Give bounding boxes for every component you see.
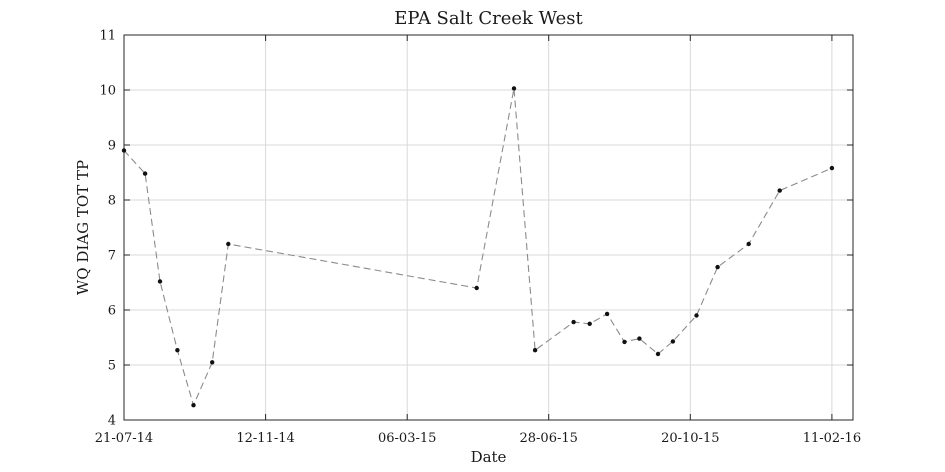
data-point <box>829 165 835 171</box>
plot-frame <box>123 34 854 421</box>
y-tick-label: 10 <box>99 84 116 99</box>
x-tick-label: 06-03-15 <box>378 431 436 446</box>
data-point <box>694 313 699 318</box>
data-point <box>121 148 127 153</box>
y-tick-label: 6 <box>108 304 116 319</box>
y-tick-label: 8 <box>108 194 116 209</box>
x-tick-label: 12-11-14 <box>236 431 294 446</box>
x-tick-label: 20-10-15 <box>661 431 719 446</box>
x-axis-label: Date <box>471 448 507 466</box>
y-tick-label: 4 <box>108 414 116 429</box>
series-points <box>121 86 835 408</box>
series-line <box>123 88 833 407</box>
y-tick-labels: 4 5 6 7 8 9 10 11 <box>99 29 116 429</box>
data-point <box>587 321 592 326</box>
chart-title: EPA Salt Creek West <box>394 8 583 29</box>
data-point <box>777 188 782 193</box>
data-point <box>604 311 610 317</box>
data-point <box>670 339 676 344</box>
data-point <box>157 279 163 284</box>
y-tick-label: 9 <box>108 139 116 154</box>
data-point <box>210 360 215 365</box>
data-point <box>715 264 720 270</box>
data-point <box>175 348 180 353</box>
data-point <box>226 241 231 247</box>
y-tick-label: 11 <box>99 29 116 44</box>
y-tick-label: 5 <box>108 359 116 374</box>
data-point <box>142 171 148 176</box>
data-point <box>637 336 642 341</box>
data-point <box>474 285 479 291</box>
axis-ticks <box>123 34 853 421</box>
x-tick-label: 28-06-15 <box>519 431 577 446</box>
data-point <box>511 86 517 91</box>
x-tick-labels: 21-07-14 12-11-14 06-03-15 28-06-15 20-10-15… <box>95 431 861 446</box>
data-point <box>655 351 661 357</box>
data-point <box>622 339 627 345</box>
y-axis-label: WQ DIAG TOT TP <box>74 160 92 295</box>
y-tick-label: 7 <box>108 249 116 264</box>
data-point <box>191 403 196 408</box>
data-point <box>571 319 576 325</box>
data-point <box>746 241 751 247</box>
x-tick-label: 21-07-14 <box>95 431 153 446</box>
x-tick-label: 11-02-16 <box>803 431 861 446</box>
data-point <box>532 348 538 353</box>
